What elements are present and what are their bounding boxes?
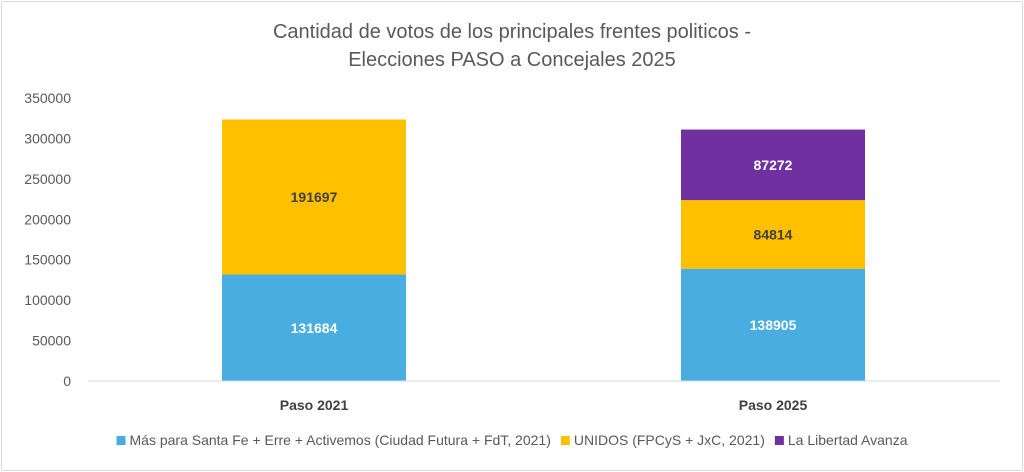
bar-segment: [681, 268, 865, 381]
x-tick-label: Paso 2021: [280, 397, 349, 413]
bar-segment: [222, 119, 406, 275]
data-label: 84814: [754, 226, 793, 242]
data-label: 191697: [291, 189, 338, 205]
y-tick-label: 250000: [24, 171, 71, 187]
y-axis: 0 50000 100000 150000 200000 250000 300000 3500…: [24, 90, 71, 389]
bar-segment: [222, 274, 406, 381]
x-tick-label: Paso 2025: [739, 397, 808, 413]
y-tick-label: 100000: [24, 292, 71, 308]
legend-label: Más para Santa Fe + Erre + Activemos (Ci…: [130, 432, 551, 448]
y-tick-label: 50000: [32, 333, 71, 349]
y-tick-label: 300000: [24, 130, 71, 146]
y-tick-label: 200000: [24, 211, 71, 227]
legend-label: UNIDOS (FPCyS + JxC, 2021): [574, 432, 765, 448]
legend-swatch: [116, 436, 126, 445]
data-label: 138905: [750, 317, 797, 333]
y-tick-label: 350000: [24, 90, 71, 106]
bar-segment: [681, 129, 865, 201]
y-tick-label: 150000: [24, 252, 71, 268]
legend-swatch: [774, 436, 784, 445]
legend: Más para Santa Fe + Erre + Activemos (Ci…: [116, 432, 908, 448]
bar-segment: [681, 200, 865, 269]
y-tick-label: 0: [63, 373, 71, 389]
legend-swatch: [560, 436, 570, 445]
data-label: 131684: [291, 320, 338, 336]
data-label: 87272: [754, 157, 793, 173]
x-axis: Paso 2021 Paso 2025: [280, 397, 808, 413]
bars-group: 131684 191697 138905 84814 87272: [222, 119, 865, 381]
chart-title: Cantidad de votos de los principales fre…: [273, 21, 751, 43]
legend-label: La Libertad Avanza: [788, 432, 908, 448]
chart-subtitle: Elecciones PASO a Concejales 2025: [348, 49, 676, 71]
